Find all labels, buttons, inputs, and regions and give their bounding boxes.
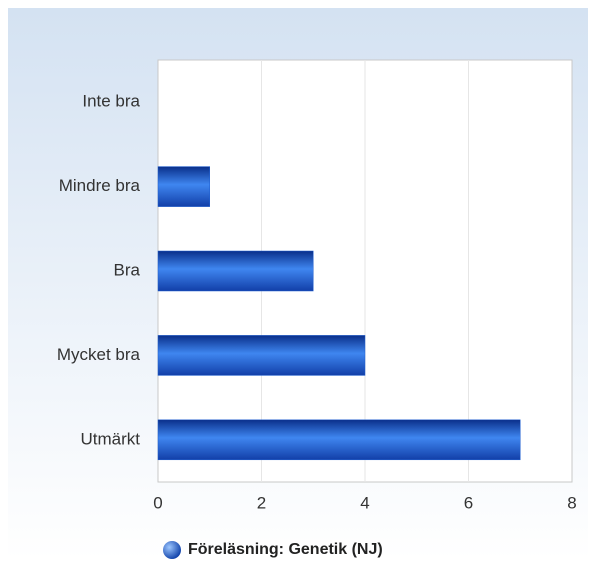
legend-label: Föreläsning: Genetik (NJ) (188, 541, 383, 558)
x-tick-label: 4 (360, 493, 369, 512)
y-tick-label: Utmärkt (81, 429, 141, 448)
bar (157, 250, 314, 292)
y-tick-label: Mycket bra (57, 345, 141, 364)
bar (157, 419, 521, 461)
x-tick-label: 0 (153, 493, 162, 512)
x-tick-label: 8 (567, 493, 576, 512)
bar (157, 335, 366, 376)
x-tick-label: 6 (464, 493, 473, 512)
legend-marker (163, 541, 181, 559)
y-tick-label: Bra (114, 260, 141, 279)
y-tick-label: Mindre bra (59, 176, 141, 195)
x-tick-label: 2 (257, 493, 266, 512)
y-tick-label: Inte bra (82, 92, 140, 111)
bar (157, 166, 210, 207)
